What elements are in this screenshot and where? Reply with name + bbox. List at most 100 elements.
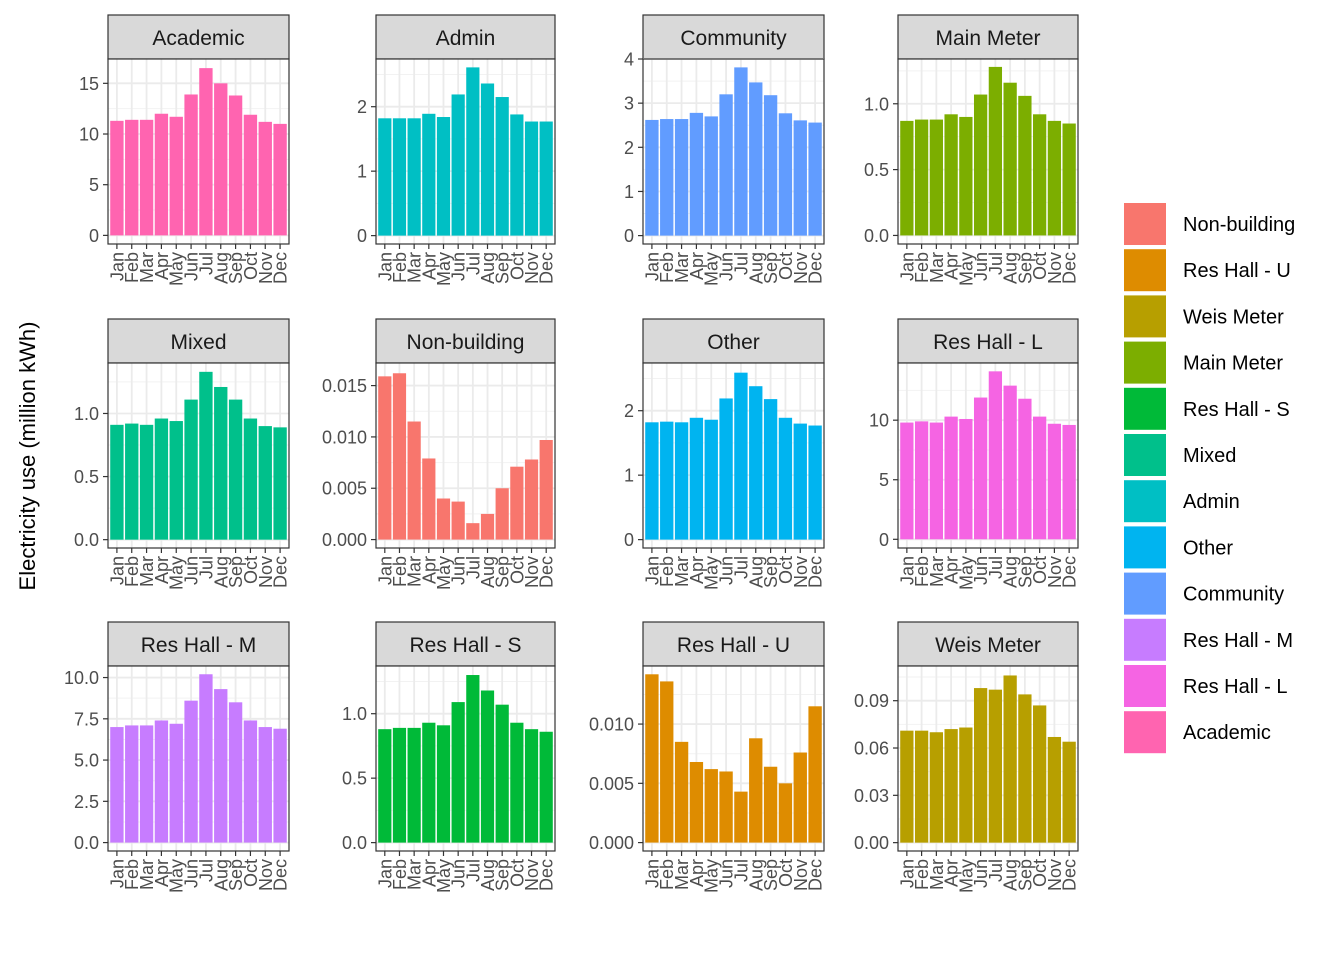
bar-res-hall-m-sep bbox=[228, 702, 243, 843]
bar-main-meter-dec bbox=[1062, 123, 1076, 236]
x-tick-label: Jun bbox=[182, 556, 202, 585]
x-tick-label: Feb bbox=[390, 556, 410, 587]
x-tick-label: Mar bbox=[927, 859, 947, 890]
bar-res-hall-u-feb bbox=[660, 681, 674, 843]
bar-weis-meter-dec bbox=[1062, 741, 1076, 843]
bar-main-meter-sep bbox=[1018, 95, 1032, 236]
legend-key-weis-meter bbox=[1124, 295, 1166, 338]
x-tick-label: Jan bbox=[897, 859, 917, 888]
y-tick-label: 0.005 bbox=[322, 479, 367, 499]
bar-academic-jun bbox=[184, 94, 198, 236]
x-tick-label: Jan bbox=[375, 252, 395, 281]
strip-non-building bbox=[375, 318, 556, 364]
y-tick-label: 0.5 bbox=[864, 160, 889, 180]
bar-community-aug bbox=[749, 82, 763, 236]
bar-res-hall-s-may bbox=[436, 725, 451, 843]
x-tick-label: May bbox=[956, 556, 976, 590]
x-tick-label: Oct bbox=[1030, 556, 1050, 584]
bar-other-oct bbox=[778, 417, 793, 540]
bar-other-jan bbox=[645, 422, 659, 540]
x-tick-label: Dec bbox=[806, 556, 826, 588]
bar-mixed-jul bbox=[199, 371, 213, 540]
x-tick-label: Apr bbox=[152, 556, 172, 584]
x-tick-label: Jul bbox=[731, 252, 751, 275]
strip-label-weis-meter: Weis Meter bbox=[935, 634, 1041, 657]
bar-res-hall-m-nov bbox=[258, 727, 272, 843]
panel-border-mixed bbox=[107, 362, 290, 549]
x-tick-label: Mar bbox=[927, 556, 947, 587]
panel-academic: Academic 0 5 10 15 JanFebMarAprMayJunJulAugSe… bbox=[79, 14, 291, 286]
bar-other-jun bbox=[719, 398, 733, 540]
bar-community-mar bbox=[674, 119, 689, 236]
bar-non-building-oct bbox=[510, 466, 524, 540]
x-tick-label: Jan bbox=[107, 556, 127, 585]
x-tick-label: Aug bbox=[211, 556, 231, 588]
legend-label: Res Hall - L bbox=[1183, 676, 1287, 698]
bar-res-hall-u-nov bbox=[793, 752, 807, 843]
x-tick-label: Sep bbox=[226, 252, 246, 284]
x-tick-label: May bbox=[167, 859, 187, 893]
y-tick-label: 0.0 bbox=[864, 226, 889, 246]
x-tick-label: Aug bbox=[746, 556, 766, 588]
y-tick-label: 0.00 bbox=[854, 833, 889, 853]
x-tick-label: Apr bbox=[152, 252, 172, 280]
bar-community-feb bbox=[660, 119, 674, 236]
y-tick-label: 0.0 bbox=[74, 530, 99, 550]
panel-border-other bbox=[642, 362, 825, 549]
y-tick-label: 0.015 bbox=[322, 376, 367, 396]
x-tick-label: Oct bbox=[776, 556, 796, 584]
panel-border-weis-meter bbox=[897, 665, 1079, 852]
y-tick-label: 0 bbox=[89, 226, 99, 246]
x-tick-label: Feb bbox=[657, 252, 677, 283]
y-axis-label: Electricity use (million kWh) bbox=[15, 322, 40, 591]
bar-res-hall-s-feb bbox=[392, 727, 407, 843]
bar-community-may bbox=[704, 116, 718, 236]
strip-label-res-hall-s: Res Hall - S bbox=[409, 634, 521, 657]
y-tick-label: 2 bbox=[624, 401, 634, 421]
x-tick-label: Aug bbox=[746, 859, 766, 891]
y-tick-label: 1 bbox=[357, 162, 367, 182]
x-tick-label: Dec bbox=[1060, 859, 1080, 891]
x-tick-label: Mar bbox=[405, 556, 425, 587]
y-tick-label: 0.0 bbox=[342, 833, 367, 853]
bar-res-hall-m-jul bbox=[199, 674, 213, 843]
x-tick-label: Nov bbox=[1045, 252, 1065, 284]
bar-admin-jan bbox=[378, 118, 392, 236]
bar-other-may bbox=[704, 419, 718, 540]
bar-other-sep bbox=[763, 399, 778, 540]
x-tick-label: Sep bbox=[493, 252, 513, 284]
bar-weis-meter-jan bbox=[900, 730, 914, 843]
bar-res-hall-m-oct bbox=[243, 720, 258, 843]
bar-res-hall-s-jul bbox=[466, 675, 480, 843]
x-tick-label: Nov bbox=[1045, 556, 1065, 588]
bar-other-jul bbox=[734, 372, 748, 540]
legend-item-res-hall-l: Res Hall - L bbox=[1124, 665, 1287, 707]
strip-label-main-meter: Main Meter bbox=[935, 27, 1040, 50]
bar-other-dec bbox=[808, 425, 822, 540]
x-tick-label: Jun bbox=[717, 859, 737, 888]
bar-non-building-jun bbox=[451, 501, 465, 540]
legend-item-community: Community bbox=[1124, 572, 1284, 615]
y-tick-label: 0.0 bbox=[74, 833, 99, 853]
y-tick-label: 7.5 bbox=[74, 709, 99, 729]
y-tick-label: 2 bbox=[357, 97, 367, 117]
x-tick-label: Feb bbox=[390, 252, 410, 283]
x-tick-label: Jul bbox=[986, 252, 1006, 275]
legend-label: Admin bbox=[1183, 491, 1240, 513]
panel-border-res-hall-u bbox=[642, 665, 825, 852]
bar-academic-oct bbox=[243, 114, 258, 236]
bar-res-hall-u-may bbox=[704, 769, 718, 843]
x-tick-label: Apr bbox=[942, 252, 962, 280]
x-tick-label: Apr bbox=[687, 556, 707, 584]
x-tick-label: Nov bbox=[791, 556, 811, 588]
legend-key-other bbox=[1124, 526, 1166, 569]
legend-label: Community bbox=[1183, 584, 1284, 606]
x-tick-label: Aug bbox=[746, 252, 766, 284]
x-tick-label: Jun bbox=[971, 252, 991, 281]
panel-border-main-meter bbox=[897, 58, 1079, 245]
legend-key-res-hall-l bbox=[1124, 665, 1166, 707]
bar-main-meter-oct bbox=[1033, 114, 1047, 236]
facet-panels: Academic051015JanFebMarAprMayJunJulAugSe… bbox=[64, 14, 1080, 893]
bar-main-meter-jul bbox=[988, 66, 1003, 236]
legend-key-community bbox=[1124, 572, 1166, 615]
